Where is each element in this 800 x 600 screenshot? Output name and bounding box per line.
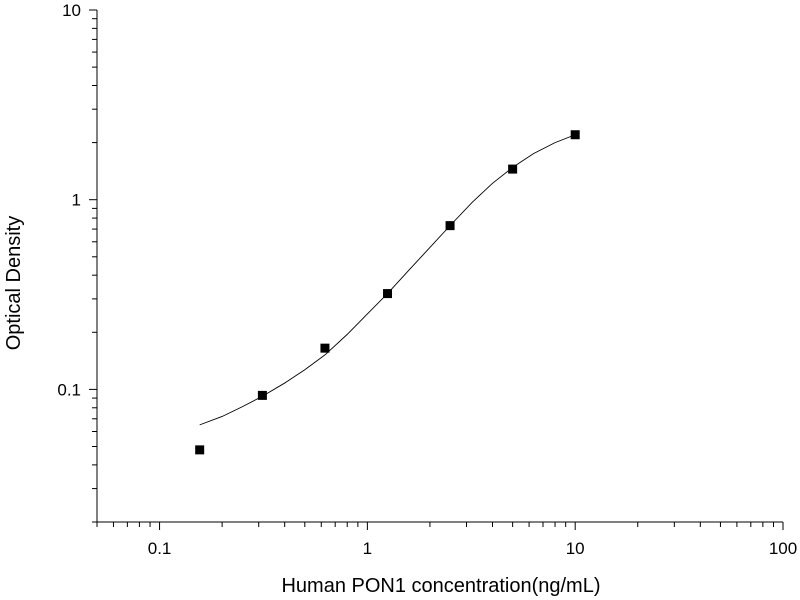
x-tick-label: 100 [769,539,797,558]
data-point [320,343,330,353]
y-tick-label: 1 [72,191,81,210]
data-point [508,164,518,174]
data-points-layer [195,130,580,455]
x-tick-label: 0.1 [148,539,172,558]
data-point [383,289,393,299]
x-tick-label: 1 [363,539,372,558]
data-point [445,221,455,231]
fit-curve-line [199,134,576,426]
data-point [570,130,580,140]
x-tick-label: 10 [566,539,585,558]
axes: 0.1 1 10 100 0.1 1 10 [57,1,797,558]
data-point [195,445,205,455]
y-tick-label: 0.1 [57,380,81,399]
x-axis-title: Human PON1 concentration(ng/mL) [281,575,600,597]
fit-curve-layer [199,134,576,426]
data-point [257,390,267,400]
y-tick-label: 10 [62,1,81,20]
y-axis-title: Optical Density [3,216,25,351]
